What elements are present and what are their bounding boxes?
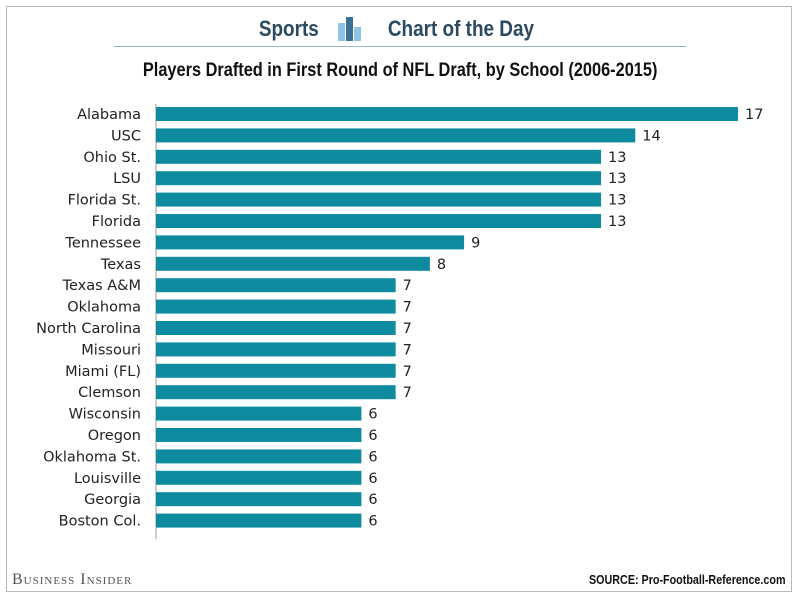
value-label: 13: [608, 150, 626, 166]
value-label: 13: [608, 171, 626, 187]
bar: [156, 235, 465, 250]
value-label: 6: [368, 428, 377, 444]
category-label: Clemson: [78, 385, 141, 401]
category-label: Florida: [92, 214, 141, 230]
bar: [156, 321, 396, 335]
category-label: Alabama: [77, 107, 141, 123]
header-chart-of-the-day: Chart of the Day: [387, 16, 534, 41]
bar: [156, 385, 396, 400]
value-label: 17: [745, 107, 763, 123]
category-label: Texas: [100, 257, 141, 273]
category-label: Texas A&M: [62, 278, 141, 294]
bar: [156, 299, 396, 314]
bar: [156, 278, 396, 293]
footer-source: SOURCE: Pro-Football-Reference.com: [589, 573, 786, 587]
value-label: 7: [403, 300, 412, 316]
category-label: Oregon: [88, 428, 141, 444]
bar: [156, 107, 738, 121]
category-label: Miami (FL): [65, 364, 141, 380]
category-label: USC: [111, 128, 141, 144]
value-label: 7: [403, 385, 412, 401]
value-label: 9: [471, 235, 480, 251]
bar: [156, 428, 362, 442]
value-label: 6: [368, 407, 377, 423]
bar: [156, 513, 362, 528]
category-label: Georgia: [84, 492, 141, 508]
bar: [156, 449, 362, 464]
value-label: 13: [608, 193, 626, 209]
bar: [156, 149, 602, 164]
bar: [156, 192, 602, 207]
value-label: 7: [403, 278, 412, 294]
header-sports-word: Sports: [259, 16, 319, 41]
chart-frame: [6, 6, 792, 592]
category-label: Oklahoma St.: [43, 449, 141, 465]
value-label: 6: [368, 492, 377, 508]
bar: [156, 492, 362, 507]
value-label: 6: [368, 514, 377, 530]
category-label: Florida St.: [68, 193, 141, 209]
category-label: Ohio St.: [83, 150, 141, 166]
value-label: 13: [608, 214, 626, 230]
category-label: Missouri: [81, 342, 141, 358]
value-label: 6: [368, 449, 377, 465]
category-label: Oklahoma: [67, 300, 141, 316]
value-label: 14: [642, 128, 660, 144]
category-label: North Carolina: [36, 321, 141, 337]
value-label: 6: [368, 471, 377, 487]
bar: [156, 214, 602, 228]
header-divider: [114, 46, 686, 47]
bar: [156, 256, 430, 271]
footer-brand: Business Insider: [12, 571, 133, 588]
category-label: Boston Col.: [59, 514, 141, 530]
bar: [156, 128, 636, 143]
bar: [156, 470, 362, 485]
bar: [156, 171, 602, 186]
value-label: 8: [437, 257, 446, 273]
bar: [156, 363, 396, 378]
value-label: 7: [403, 321, 412, 337]
value-label: 7: [403, 364, 412, 380]
category-label: Tennessee: [64, 235, 141, 251]
category-label: Louisville: [74, 471, 141, 487]
bar-chart-icon: [337, 17, 361, 41]
header: Sports Chart of the Day: [0, 12, 800, 46]
bar: [156, 406, 362, 421]
value-label: 7: [403, 342, 412, 358]
category-label: LSU: [113, 171, 141, 187]
bar: [156, 342, 396, 357]
chart-title: Players Drafted in First Round of NFL Dr…: [142, 60, 658, 81]
category-label: Wisconsin: [69, 407, 141, 423]
